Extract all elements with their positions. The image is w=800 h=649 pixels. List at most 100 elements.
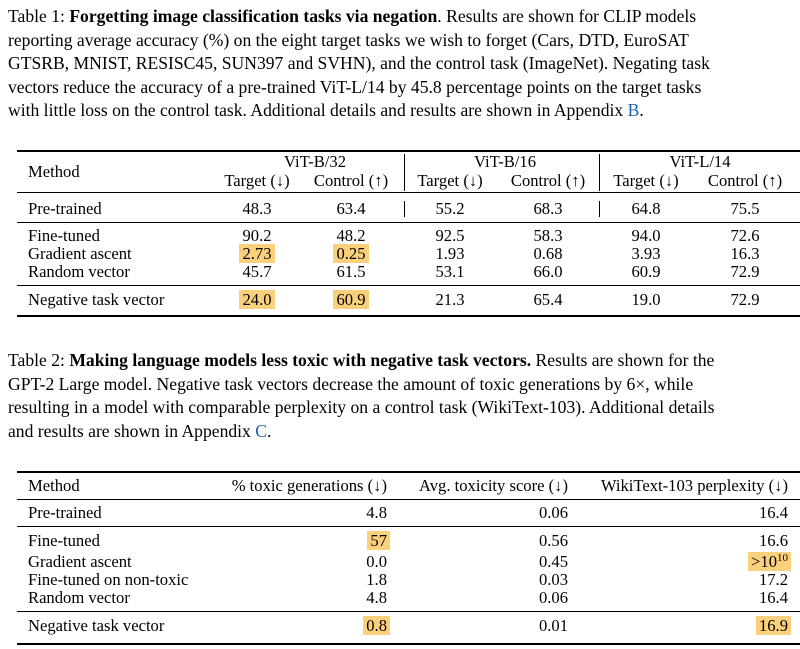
table1-header-control-l14: Control (↑) <box>707 171 783 190</box>
table2-cell: 0.01 <box>538 616 568 635</box>
table1-header-vitb16: ViT-B/16 <box>473 152 536 171</box>
table1-label: Table 1: <box>8 6 70 26</box>
table1-cell: 94.0 <box>631 226 661 245</box>
table1-caption-line2: reporting average accuracy (%) on the ei… <box>8 29 689 50</box>
table2-row-nontoxic-method: Fine-tuned on non-toxic <box>28 570 189 589</box>
table1-bottom-rule <box>17 315 800 317</box>
table2-caption-line4: and results are shown in Appendix C. <box>8 420 800 444</box>
table1-cell: 48.3 <box>242 199 272 218</box>
table1-cell: 16.3 <box>730 244 760 263</box>
table2-title: Making language models less toxic with n… <box>69 350 532 370</box>
table2-cell: 16.6 <box>758 531 788 550</box>
table1-caption: Table 1: Forgetting image classification… <box>8 5 800 123</box>
table1-cell: 48.2 <box>336 226 366 245</box>
table1-rule-2 <box>17 222 800 223</box>
table1-rule-3 <box>17 285 800 286</box>
table2-cell: 0.06 <box>538 503 568 522</box>
table2-caption-text4: and results are shown in Appendix <box>8 420 256 441</box>
table1-cell: 63.4 <box>336 199 366 218</box>
table2-row-negative-method: Negative task vector <box>28 616 165 635</box>
highlight-mark: 24.0 <box>239 290 275 309</box>
table1-header-vitb32: ViT-B/32 <box>283 152 346 171</box>
table1-cell: 53.1 <box>435 262 465 281</box>
highlight-mark: 2.73 <box>239 244 275 263</box>
table1-cell: 72.9 <box>730 290 760 309</box>
table1-header-rule <box>17 192 800 193</box>
table1-cell: 68.3 <box>533 199 563 218</box>
table2-header-ppl: WikiText-103 perplexity (↓) <box>600 476 788 495</box>
appendix-b-link[interactable]: B <box>627 100 640 120</box>
table2-cell-highlight: >1010 <box>748 552 791 572</box>
table1-header-target-b16: Target (↓) <box>417 171 483 190</box>
table1-cell: 45.7 <box>242 262 272 281</box>
ppl-base: >10 <box>751 552 777 571</box>
table2-caption-text1: Results are shown for the <box>531 350 715 370</box>
table1-cell: 92.5 <box>435 226 465 245</box>
table1-cell: 72.9 <box>730 262 760 281</box>
table1-caption-text1: . Results are shown for CLIP models <box>437 6 697 26</box>
table2-cell: 16.4 <box>758 588 788 607</box>
table1-row-random-method: Random vector <box>28 262 130 281</box>
table1-cell: 1.93 <box>435 244 465 263</box>
table1-caption-line4: vectors reduce the accuracy of a pre-tra… <box>8 76 702 97</box>
table2-caption: Table 2: Making language models less tox… <box>8 349 800 443</box>
table2-bottom-rule <box>17 643 800 645</box>
table2-caption-period: . <box>267 420 272 441</box>
table2-rule-2 <box>17 526 800 527</box>
table1-cell: 90.2 <box>242 226 272 245</box>
table2-row-pretrained-method: Pre-trained <box>28 503 102 522</box>
table2-rule-3 <box>17 611 800 612</box>
table1-caption-line3: GTSRB, MNIST, RESISC45, SUN397 and SVHN)… <box>8 53 710 73</box>
table2-cell: 0.56 <box>538 531 568 550</box>
table1-header-control-b16: Control (↑) <box>510 171 586 190</box>
highlight-mark: >1010 <box>748 552 791 571</box>
table1-cell: 66.0 <box>533 262 563 281</box>
table2-cell: 4.8 <box>366 503 387 522</box>
table2-header-score: Avg. toxicity score (↓) <box>419 476 568 495</box>
table2-header-toxic: % toxic generations (↓) <box>231 476 387 495</box>
table1-top-rule <box>17 150 800 152</box>
table2-row-random-method: Random vector <box>28 588 130 607</box>
highlight-mark: 0.8 <box>363 616 390 635</box>
table1-cell: 75.5 <box>730 199 760 218</box>
table1-cell: 3.93 <box>631 244 661 263</box>
table1-cell: 58.3 <box>533 226 563 245</box>
table1-cell: 65.4 <box>533 290 563 309</box>
table1-row-pretrained-method: Pre-trained <box>28 199 102 218</box>
table2-row-gradient-method: Gradient ascent <box>28 552 132 571</box>
table2-label: Table 2: <box>8 350 70 370</box>
table1-cell-highlight: 24.0 <box>207 290 307 310</box>
table1-cell: 61.5 <box>336 262 366 281</box>
table2-cell: 17.2 <box>758 570 788 589</box>
table1-cell: 72.6 <box>730 226 760 245</box>
table1-caption-text5: with little loss on the control task. Ad… <box>8 100 628 120</box>
table1-caption-line1: Table 1: Forgetting image classification… <box>8 5 800 29</box>
table1-header-control-b32: Control (↑) <box>313 171 389 190</box>
table2-row-finetuned-method: Fine-tuned <box>28 531 100 550</box>
table2-cell-highlight: 0.8 <box>363 616 390 636</box>
appendix-c-link[interactable]: C <box>255 420 267 441</box>
table1-cell: 55.2 <box>435 199 465 218</box>
table1-cell: 19.0 <box>631 290 661 309</box>
table2-cell: 4.8 <box>366 588 387 607</box>
table2-caption-line2: GPT-2 Large model. Negative task vectors… <box>8 373 694 394</box>
table1-row-gradient-method: Gradient ascent <box>28 244 132 263</box>
table2-cell-highlight: 16.9 <box>755 616 791 636</box>
table1-title: Forgetting image classification tasks vi… <box>69 6 438 26</box>
highlight-mark: 16.9 <box>755 616 791 635</box>
highlight-mark: 57 <box>367 531 390 550</box>
table2-cell: 1.8 <box>366 570 387 589</box>
table1-caption-line5: with little loss on the control task. Ad… <box>8 99 800 123</box>
table1-cell-highlight: 0.25 <box>301 244 401 264</box>
highlight-mark: 60.9 <box>333 290 369 309</box>
table1-header-vitl14: ViT-L/14 <box>669 152 731 171</box>
table1-divider-1-row1 <box>404 201 405 217</box>
table1-caption-period: . <box>639 100 644 120</box>
table1-cell-highlight: 60.9 <box>301 290 401 310</box>
table2-caption-line3: resulting in a model with comparable per… <box>8 397 715 417</box>
table2-cell: 16.4 <box>758 503 788 522</box>
ppl-exponent: 10 <box>777 552 788 564</box>
table1-row-negative-method: Negative task vector <box>28 290 165 309</box>
table1-divider-2-row1 <box>599 201 600 217</box>
table2-cell: 0.0 <box>366 552 387 571</box>
